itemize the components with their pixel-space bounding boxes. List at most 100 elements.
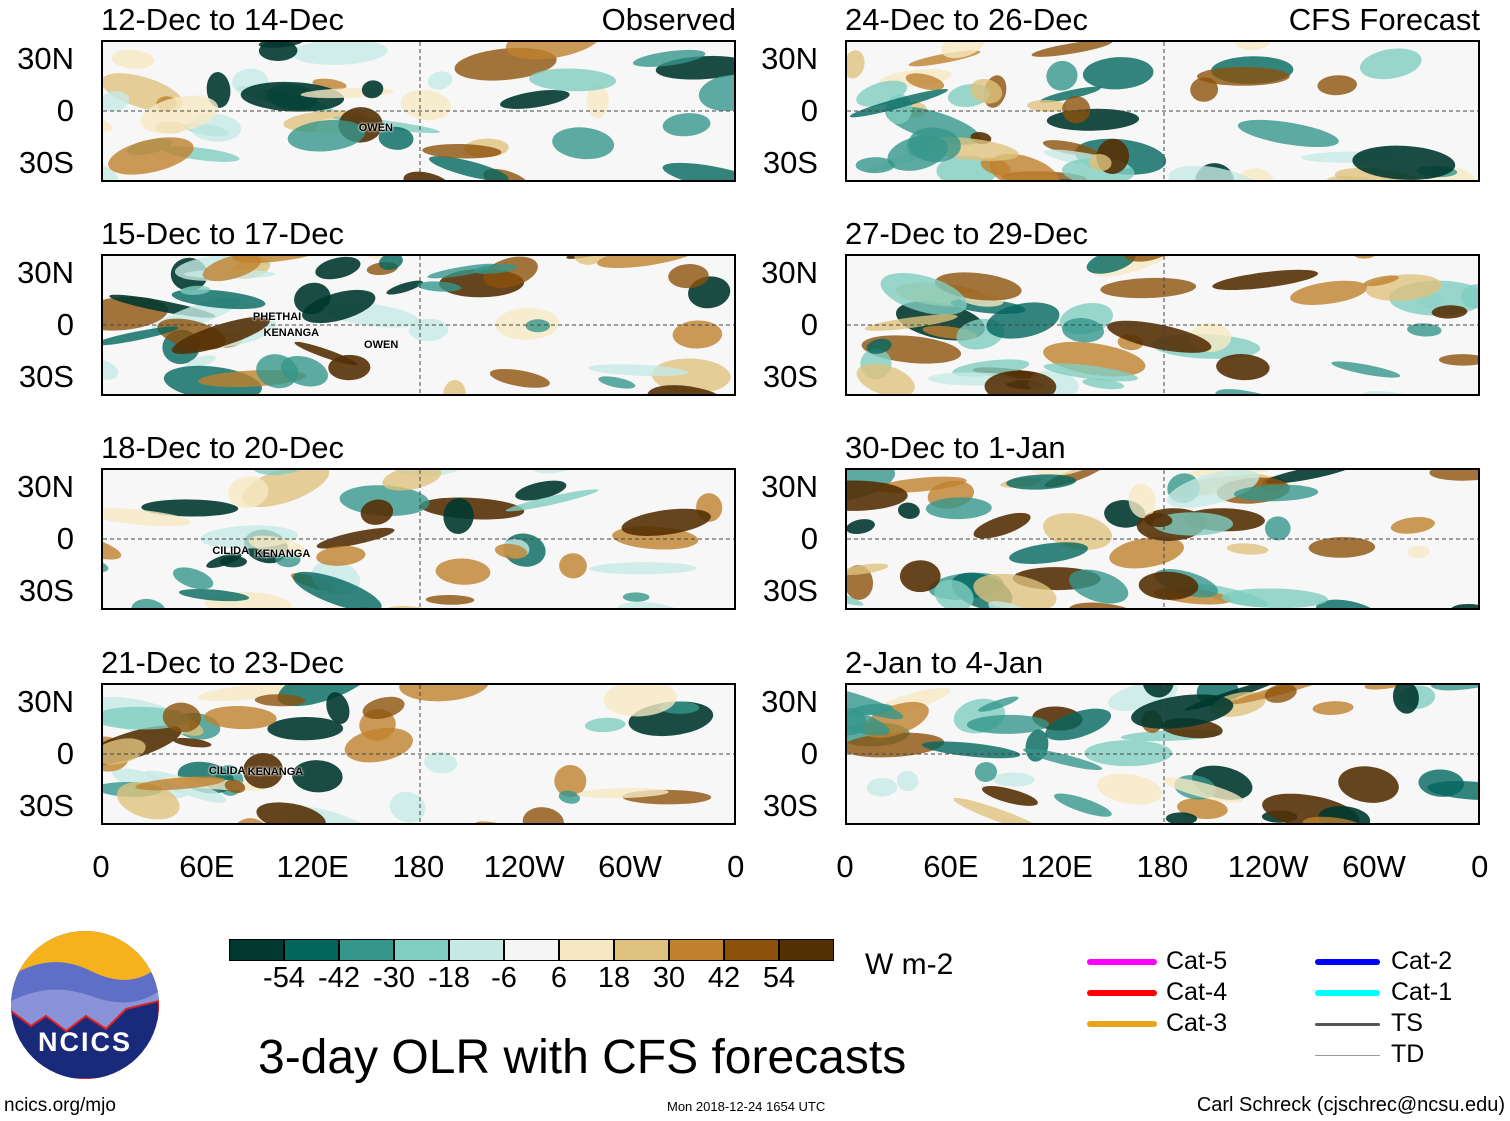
y-axis-label: 30N	[761, 41, 818, 76]
panel-title: 15-Dec to 17-Dec	[101, 216, 344, 251]
olr-contour	[301, 289, 376, 324]
olr-contour	[847, 519, 875, 535]
olr-contour	[897, 502, 920, 519]
y-axis-label: 0	[56, 93, 74, 128]
olr-contour	[864, 314, 958, 331]
legend-line-td	[1315, 1054, 1380, 1056]
olr-contour	[399, 685, 490, 702]
y-axis-label: 0	[56, 307, 74, 342]
map-panel: CILIDA KENANGA	[101, 468, 736, 610]
panel-title: 24-Dec to 26-Dec	[845, 2, 1088, 37]
legend-label: Cat-5	[1166, 947, 1228, 975]
logo-text: NCICS	[37, 1027, 132, 1057]
olr-contour	[400, 89, 452, 121]
map-panel: PHETHAI KENANGA OWEN	[101, 254, 736, 396]
storm-label: CILIDA	[212, 544, 250, 557]
olr-contour	[135, 776, 226, 791]
legend-line-cat-3	[1087, 1021, 1157, 1027]
olr-contour	[361, 80, 384, 99]
y-axis-label: 30S	[18, 359, 74, 394]
olr-contour	[172, 567, 214, 590]
olr-contour	[1429, 470, 1478, 481]
map-panel	[845, 683, 1480, 825]
site-url[interactable]: ncics.org/mjo	[4, 1095, 116, 1116]
olr-contour	[131, 598, 166, 608]
colorbar-label: 42	[707, 962, 741, 994]
x-axis-label: 60E	[179, 849, 235, 884]
map-panel	[845, 40, 1480, 182]
olr-contour	[1418, 769, 1465, 797]
olr-contour	[1042, 513, 1112, 550]
storm-label: PHETHAI	[252, 310, 302, 323]
legend-label: Cat-2	[1391, 947, 1453, 975]
olr-contour	[1062, 318, 1105, 343]
olr-contour	[362, 696, 405, 719]
olr-contour	[228, 476, 269, 509]
x-axis-label: 120E	[276, 849, 349, 884]
olr-contour	[316, 545, 366, 566]
olr-contour	[1062, 96, 1091, 124]
olr-contour	[866, 777, 898, 797]
olr-contour	[408, 318, 449, 342]
olr-contour	[847, 584, 864, 606]
olr-contour	[597, 256, 699, 269]
olr-contour	[573, 256, 609, 265]
colorbar-label: 30	[652, 962, 686, 994]
olr-contour	[603, 685, 677, 717]
y-axis-label: 30N	[17, 255, 74, 290]
y-axis-label: 30S	[762, 145, 818, 180]
panel-tag: Observed	[601, 2, 736, 37]
olr-contour	[880, 272, 967, 316]
olr-contour	[1162, 777, 1243, 803]
olr-contour	[254, 694, 306, 707]
olr-contour	[243, 752, 284, 789]
olr-contour	[1045, 708, 1112, 741]
colorbar-swatch	[284, 939, 339, 961]
olr-contour	[552, 127, 615, 160]
olr-contour	[1131, 694, 1234, 729]
olr-contour	[292, 571, 382, 608]
olr-contour	[1088, 153, 1112, 172]
olr-contour	[378, 256, 403, 271]
olr-contour	[647, 385, 730, 394]
y-axis-label: 0	[800, 521, 818, 556]
olr-contour	[204, 705, 277, 730]
legend-line-cat-5	[1087, 959, 1157, 965]
olr-contour	[1363, 390, 1463, 394]
storm-label: KENANGA	[247, 766, 304, 779]
olr-contour	[1190, 77, 1219, 102]
olr-contour	[267, 717, 344, 741]
olr-contour	[316, 527, 395, 549]
olr-contour	[1031, 42, 1113, 57]
olr-contour	[855, 157, 895, 174]
olr-contour	[559, 553, 587, 579]
colorbar-swatch	[504, 939, 559, 961]
y-axis-label: 30S	[762, 788, 818, 823]
olr-contour	[1128, 483, 1156, 519]
x-axis-label: 120W	[483, 849, 565, 884]
olr-contour	[925, 497, 992, 520]
olr-contour	[292, 760, 343, 793]
colorbar-label: 18	[597, 962, 631, 994]
panel-title: 30-Dec to 1-Jan	[845, 430, 1066, 465]
y-axis-label: 30S	[762, 359, 818, 394]
olr-contour	[140, 95, 219, 134]
olr-contour	[277, 685, 374, 707]
olr-contour	[206, 72, 231, 108]
olr-contour	[1043, 363, 1138, 382]
olr-contour	[905, 73, 945, 91]
olr-contour	[429, 156, 509, 180]
olr-contour	[1363, 275, 1399, 287]
olr-contour	[921, 741, 1021, 759]
olr-contour	[111, 49, 155, 69]
olr-contour	[1438, 354, 1478, 366]
legend-line-cat-4	[1087, 990, 1157, 996]
x-axis-label: 60W	[1342, 849, 1406, 884]
olr-contour	[1407, 545, 1430, 559]
olr-contour	[519, 609, 570, 610]
olr-contour	[1054, 793, 1112, 817]
olr-contour	[621, 508, 711, 536]
olr-contour	[220, 556, 247, 568]
olr-contour	[1232, 42, 1276, 51]
olr-contour	[651, 358, 731, 394]
